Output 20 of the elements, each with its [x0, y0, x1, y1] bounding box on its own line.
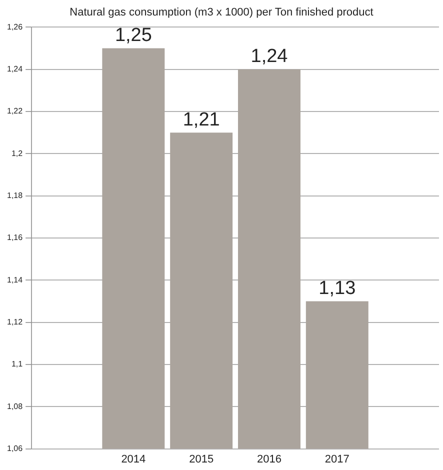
y-tick-label: 1,14 [6, 275, 24, 284]
x-tick-label: 2014 [121, 453, 146, 466]
y-tick-label: 1,22 [6, 106, 24, 116]
chart-title: Natural gas consumption (m3 x 1000) per Ton finished product [70, 6, 374, 19]
data-label: 1,24 [250, 46, 288, 68]
y-tick-label: 1,06 [6, 444, 24, 454]
data-label: 1,21 [182, 109, 220, 130]
x-tick-label: 2016 [256, 453, 282, 466]
x-tick-label: 2015 [189, 453, 214, 466]
data-label: 1,25 [114, 25, 152, 46]
y-tick-label: 1,26 [6, 22, 24, 32]
y-tick-label: 1,08 [6, 402, 24, 411]
y-tick-label: 1,16 [6, 233, 24, 242]
y-tick-label: 1,12 [6, 318, 24, 327]
data-label: 1,13 [318, 278, 356, 299]
y-tick-label: 1,24 [6, 64, 24, 74]
y-tick-label: 1,2 [11, 148, 24, 158]
y-tick-label: 1,1 [11, 360, 24, 369]
x-tick-label: 2017 [324, 453, 350, 466]
y-tick-label: 1,18 [6, 191, 24, 200]
